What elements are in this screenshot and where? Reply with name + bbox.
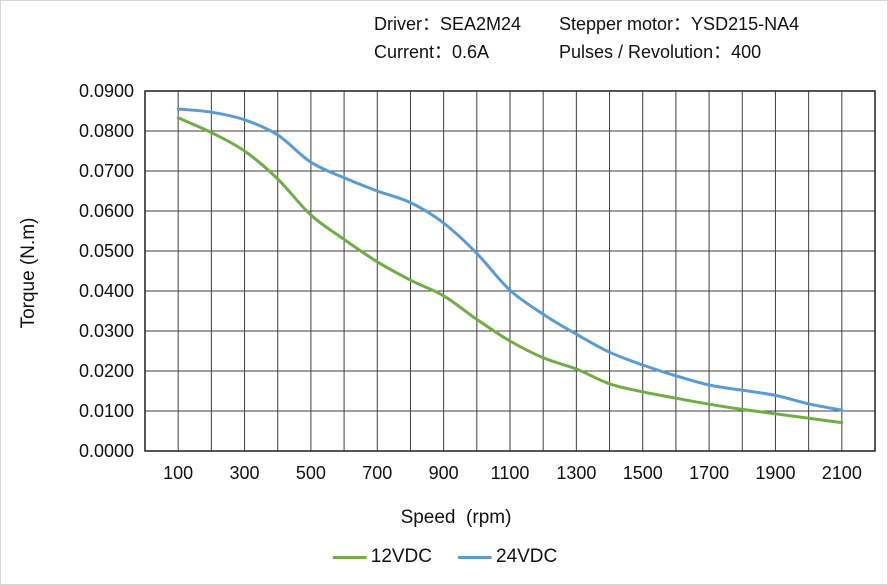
legend-item-24vdc: 24VDC bbox=[458, 546, 557, 568]
legend-swatch-24vdc bbox=[458, 555, 492, 559]
x-tick-label: 700 bbox=[362, 463, 392, 483]
y-tick-label: 0.0800 bbox=[79, 121, 134, 141]
x-tick-label: 1100 bbox=[491, 463, 530, 483]
x-tick-label: 1300 bbox=[556, 463, 596, 483]
y-tick-label: 0.0300 bbox=[79, 321, 134, 341]
legend: 12VDC 24VDC bbox=[332, 546, 557, 568]
y-tick-label: 0.0100 bbox=[79, 401, 134, 421]
y-tick-label: 0.0000 bbox=[79, 441, 134, 461]
x-tick-label: 1500 bbox=[623, 463, 663, 483]
y-tick-label: 0.0500 bbox=[79, 241, 134, 261]
legend-swatch-12vdc bbox=[332, 555, 367, 559]
driver-label: Driver：SEA2M24 bbox=[374, 14, 522, 34]
legend-item-12vdc: 12VDC bbox=[332, 546, 432, 568]
pulses-label: Pulses / Revolution：400 bbox=[559, 42, 762, 62]
x-axis-title: Speed (rpm) bbox=[400, 507, 512, 528]
legend-label-24vdc: 24VDC bbox=[496, 546, 558, 567]
y-tick-label: 0.0600 bbox=[79, 201, 134, 221]
motor-label: Stepper motor：YSD215-NA4 bbox=[559, 14, 800, 34]
plot-border bbox=[144, 90, 876, 452]
chart-header: Driver：SEA2M24 Stepper motor：YSD215-NA4 … bbox=[374, 13, 799, 63]
series-line-12vdc bbox=[176, 116, 844, 425]
x-tick-label: 100 bbox=[163, 463, 193, 483]
series-line-24vdc bbox=[176, 107, 844, 412]
x-tick-label: 300 bbox=[230, 463, 260, 483]
y-tick-label: 0.0200 bbox=[79, 361, 134, 381]
x-tick-label: 1700 bbox=[689, 463, 729, 483]
legend-label-12vdc: 12VDC bbox=[370, 546, 432, 567]
current-label: Current：0.6A bbox=[374, 42, 490, 62]
y-tick-label: 0.0400 bbox=[79, 281, 134, 301]
x-tick-label: 2100 bbox=[822, 463, 862, 483]
y-tick-label: 0.0700 bbox=[79, 161, 134, 181]
x-tick-label: 1900 bbox=[755, 463, 795, 483]
x-tick-label: 500 bbox=[296, 463, 326, 483]
x-tick-label: 900 bbox=[429, 463, 459, 483]
y-tick-label: 0.0900 bbox=[79, 81, 134, 101]
y-axis-title: Torque (N.m) bbox=[18, 217, 39, 329]
